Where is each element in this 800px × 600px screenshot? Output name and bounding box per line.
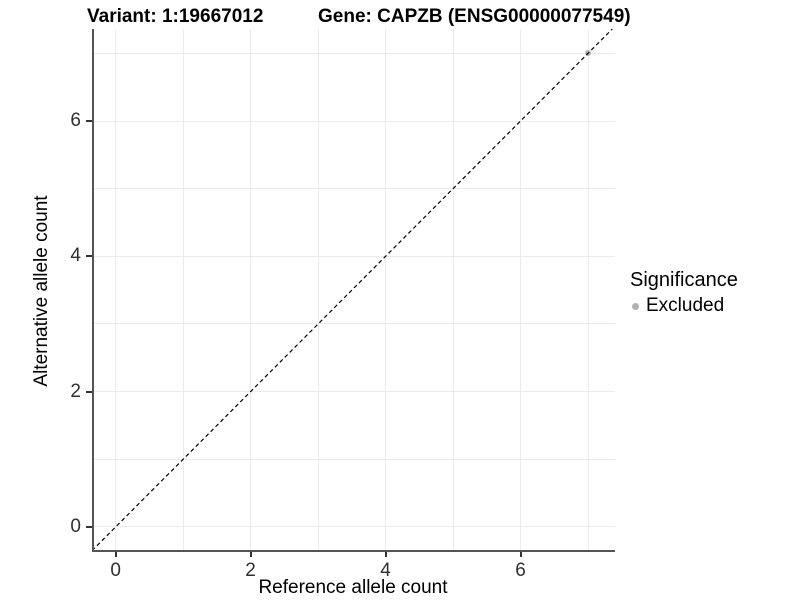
legend-key-dot bbox=[632, 302, 639, 310]
grid-line-vertical bbox=[115, 29, 117, 552]
x-axis-title: Reference allele count bbox=[258, 577, 448, 598]
x-tick-mark bbox=[249, 552, 252, 557]
legend-item-label: Excluded bbox=[646, 295, 725, 316]
grid-line-horizontal bbox=[92, 323, 615, 325]
plot-panel bbox=[92, 29, 615, 552]
variant-title: Variant: 1:19667012 bbox=[87, 6, 264, 27]
y-tick-mark bbox=[86, 120, 92, 122]
x-tick-label: 6 bbox=[515, 560, 526, 581]
legend-title: Significance bbox=[630, 269, 738, 291]
grid-line-vertical bbox=[587, 29, 589, 552]
x-tick-mark bbox=[114, 552, 117, 557]
x-tick-mark bbox=[519, 552, 522, 557]
legend: Significance Excluded bbox=[630, 269, 738, 317]
grid-line-vertical bbox=[452, 29, 454, 552]
x-tick-label: 2 bbox=[245, 560, 256, 581]
grid-line-horizontal bbox=[92, 188, 615, 190]
y-tick-mark bbox=[86, 525, 92, 528]
y-tick-label: 6 bbox=[70, 110, 81, 131]
identity-line bbox=[92, 29, 613, 552]
y-tick-mark bbox=[86, 390, 92, 393]
grid-line-horizontal bbox=[92, 52, 615, 54]
x-tick-label: 0 bbox=[110, 560, 121, 581]
y-axis-title: Alternative allele count bbox=[31, 195, 52, 387]
y-axis-line bbox=[92, 29, 94, 552]
legend-items: Excluded bbox=[630, 295, 738, 317]
grid-line-horizontal bbox=[92, 458, 615, 460]
grid-line-vertical bbox=[317, 29, 319, 552]
y-tick-label: 4 bbox=[70, 245, 81, 267]
grid-line-horizontal bbox=[92, 120, 615, 122]
grid-line-vertical bbox=[520, 29, 522, 552]
grid-line-vertical bbox=[385, 29, 387, 552]
x-tick-label: 4 bbox=[380, 560, 391, 581]
grid-line-horizontal bbox=[92, 526, 615, 528]
grid-line-vertical bbox=[250, 29, 252, 552]
legend-item: Excluded bbox=[630, 295, 738, 317]
x-axis-line bbox=[92, 550, 615, 552]
y-tick-mark bbox=[86, 255, 92, 258]
grid-line-vertical bbox=[182, 29, 184, 552]
grid-line-horizontal bbox=[92, 255, 615, 257]
y-tick-label: 0 bbox=[70, 515, 81, 537]
grid-line-horizontal bbox=[92, 391, 615, 393]
gene-title: Gene: CAPZB (ENSG00000077549) bbox=[318, 6, 631, 27]
y-tick-label: 2 bbox=[70, 380, 81, 402]
x-tick-mark bbox=[384, 552, 387, 557]
